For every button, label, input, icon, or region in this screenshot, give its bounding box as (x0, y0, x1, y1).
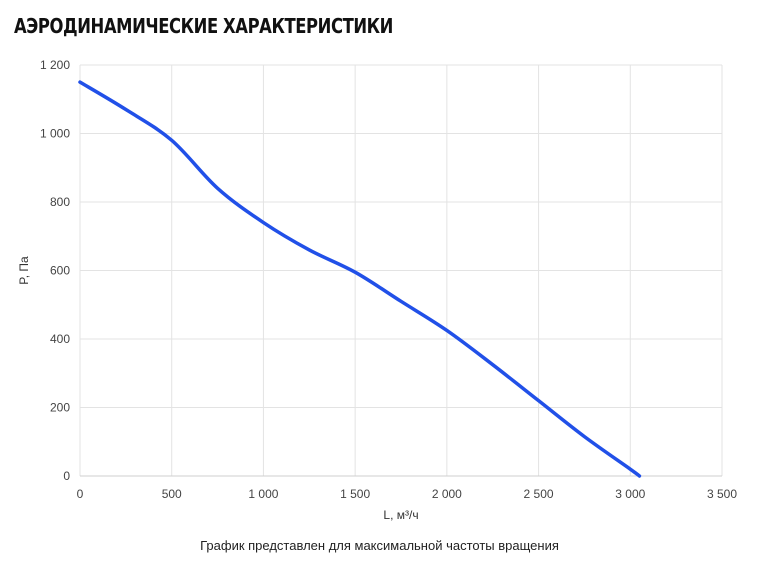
y-tick-label: 0 (63, 469, 70, 483)
pressure-flow-chart: 0 500 1 000 1 500 2 000 2 500 3 000 3 500 0 200 40… (17, 58, 737, 522)
x-tick-label: 0 (77, 487, 84, 501)
y-axis-label: P, Па (17, 256, 31, 285)
series-layer (78, 80, 642, 478)
series-line (78, 80, 642, 478)
x-tick-label: 2 500 (524, 487, 554, 501)
y-tick-label: 600 (50, 264, 70, 278)
y-tick-label: 1 200 (40, 58, 70, 72)
y-tick-label: 1 000 (40, 127, 70, 141)
x-tick-label: 2 000 (432, 487, 462, 501)
x-tick-label: 1 500 (340, 487, 370, 501)
tick-labels: 0 500 1 000 1 500 2 000 2 500 3 000 3 500 0 200 40… (40, 58, 737, 501)
x-axis-label: L, м³/ч (383, 508, 418, 522)
page-title: АЭРОДИНАМИЧЕСКИЕ ХАРАКТЕРИСТИКИ (14, 14, 393, 38)
y-tick-label: 800 (50, 195, 70, 209)
y-tick-label: 400 (50, 332, 70, 346)
x-tick-label: 500 (162, 487, 182, 501)
y-tick-label: 200 (50, 401, 70, 415)
x-tick-label: 3 000 (615, 487, 645, 501)
chart-caption: График представлен для максимальной част… (200, 538, 559, 553)
grid (79, 64, 723, 477)
x-tick-label: 3 500 (707, 487, 737, 501)
x-tick-label: 1 000 (248, 487, 278, 501)
